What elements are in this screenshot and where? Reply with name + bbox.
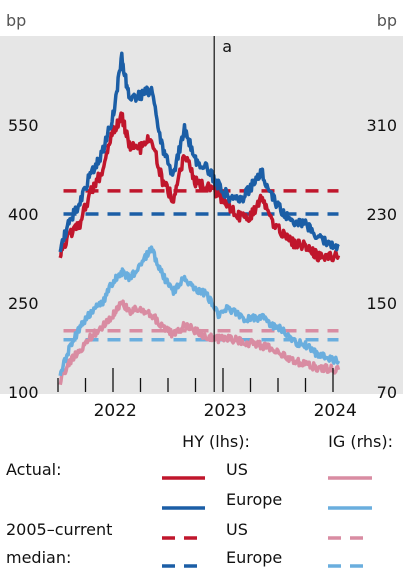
axes: 550 400 250 100 310 230 150 70 2022 2023 2024 <box>8 116 397 421</box>
x-tick-label: 2024 <box>314 401 357 421</box>
series-line-ig-us <box>58 299 341 386</box>
legend-series-name: Europe <box>226 490 282 509</box>
series-line-ig-eu <box>58 245 341 377</box>
legend-row-label: median: <box>6 548 71 567</box>
legend-ig-header: IG (rhs): <box>328 432 393 451</box>
legend-hy-header: HY (lhs): <box>182 432 250 451</box>
x-tick-label: 2023 <box>204 401 247 421</box>
legend-series-name: US <box>226 460 248 479</box>
x-tick-label: 2022 <box>94 401 137 421</box>
series-line-hy-eu <box>58 51 340 253</box>
annotation-label: a <box>222 37 232 56</box>
series-lines <box>58 51 341 386</box>
legend: HY (lhs): IG (rhs): Actual: US Europe 2005–cu… <box>6 432 393 568</box>
left-tick-label: 400 <box>8 205 39 224</box>
series-line-hy-us <box>58 111 341 263</box>
left-unit-label: bp <box>6 11 26 30</box>
legend-row-label: Actual: <box>6 460 62 479</box>
left-tick-label: 100 <box>8 383 39 402</box>
right-tick-label: 150 <box>366 294 397 313</box>
left-tick-label: 250 <box>8 294 39 313</box>
right-tick-label: 310 <box>366 116 397 135</box>
legend-series-name: Europe <box>226 548 282 567</box>
right-tick-label: 230 <box>366 205 397 224</box>
right-tick-label: 70 <box>377 383 397 402</box>
left-tick-label: 550 <box>8 116 39 135</box>
legend-row-label: 2005–current <box>6 520 112 539</box>
right-unit-label: bp <box>377 11 397 30</box>
legend-series-name: US <box>226 520 248 539</box>
annotation-layer: a <box>213 36 232 392</box>
